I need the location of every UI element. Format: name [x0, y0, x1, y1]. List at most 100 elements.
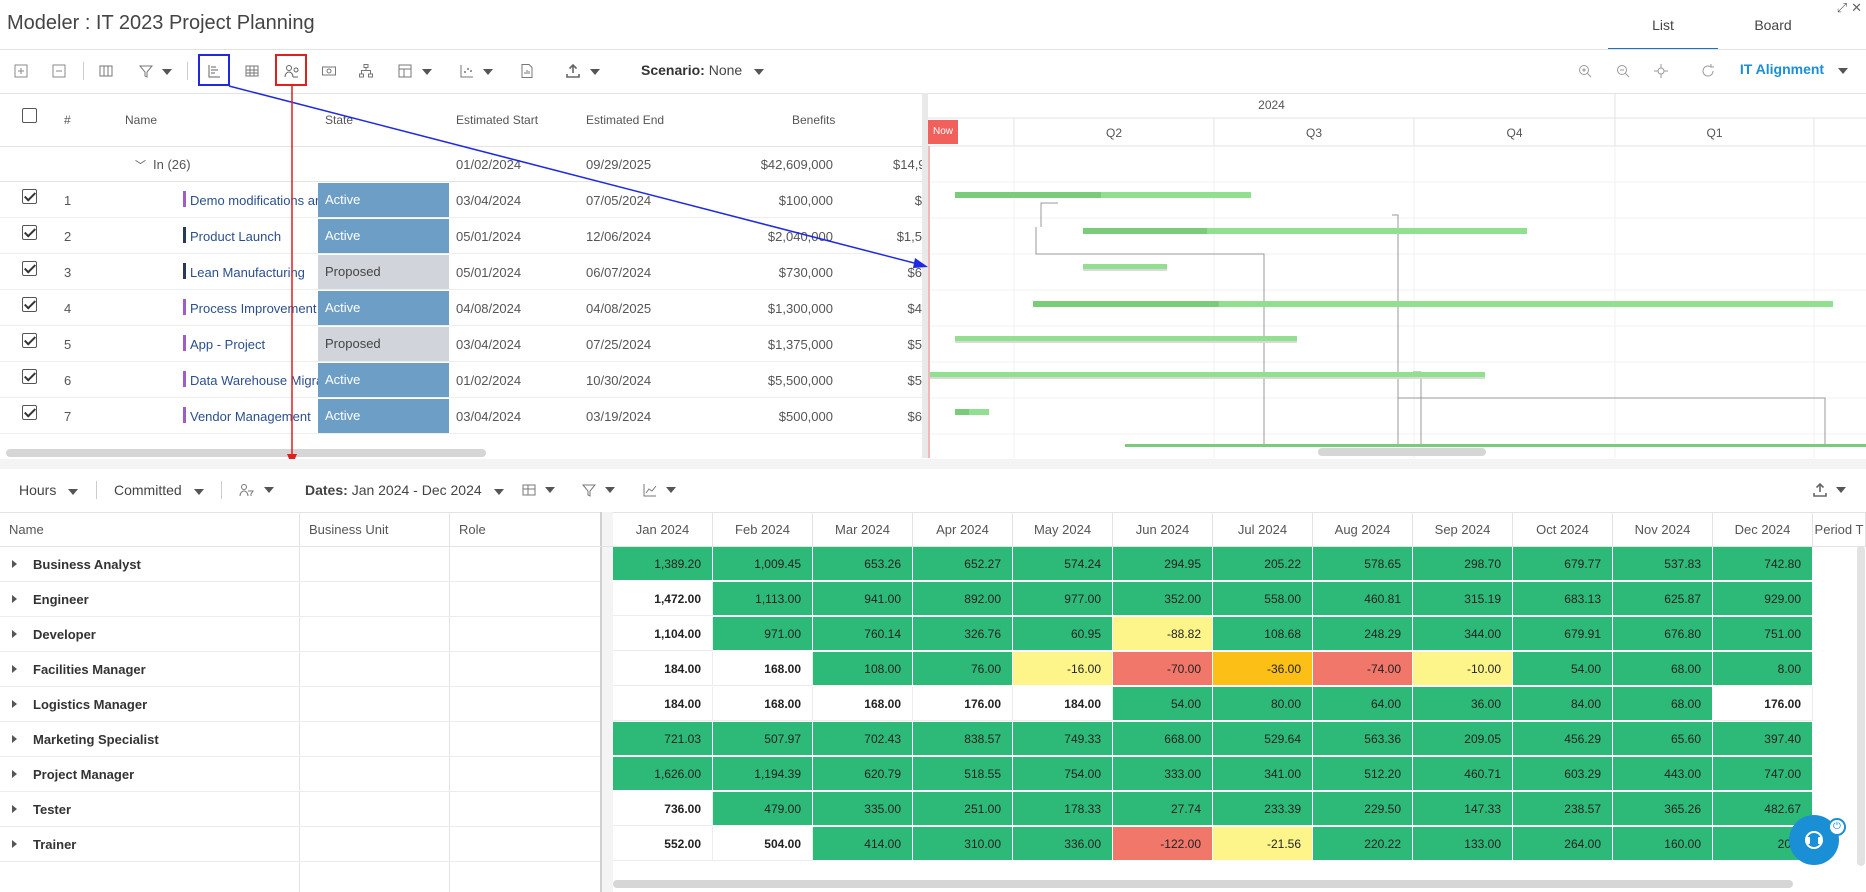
capacity-cell[interactable]: 1,104.00 — [613, 617, 713, 651]
capacity-cell[interactable]: 679.77 — [1513, 547, 1613, 581]
table-row[interactable]: 4 Process Improvement Active 04/08/2024 … — [0, 290, 928, 326]
filter-icon[interactable] — [578, 479, 600, 501]
expand-row-icon[interactable] — [12, 665, 17, 673]
capacity-cell[interactable]: 184.00 — [1013, 687, 1113, 721]
capacity-cell[interactable]: -88.82 — [1113, 617, 1213, 651]
table-row[interactable]: 6 Data Warehouse Migra Active 01/02/2024… — [0, 362, 928, 398]
capacity-cell[interactable]: 941.00 — [813, 582, 913, 616]
row-checkbox[interactable] — [22, 261, 37, 276]
chart-dropdown-icon[interactable] — [483, 69, 493, 75]
capacity-cell[interactable]: -36.00 — [1213, 652, 1313, 686]
project-name-link[interactable]: Process Improvement — [190, 301, 317, 316]
export-icon[interactable] — [562, 60, 584, 82]
capacity-cell[interactable]: 315.19 — [1413, 582, 1513, 616]
capacity-cell[interactable]: 702.43 — [813, 722, 913, 756]
capacity-cell[interactable]: 929.00 — [1713, 582, 1813, 616]
capacity-cell[interactable]: 479.00 — [713, 792, 813, 826]
table-row[interactable]: 1 Demo modifications ar Active 03/04/202… — [0, 182, 928, 218]
scatter-chart-icon[interactable] — [456, 60, 478, 82]
row-checkbox[interactable] — [22, 333, 37, 348]
chevron-down-icon[interactable] — [1836, 487, 1846, 493]
capacity-cell[interactable]: 1,472.00 — [613, 582, 713, 616]
capacity-cell[interactable]: 625.87 — [1613, 582, 1713, 616]
capacity-cell[interactable]: 168.00 — [713, 652, 813, 686]
capacity-cell[interactable]: 971.00 — [713, 617, 813, 651]
capacity-cell[interactable]: 652.27 — [913, 547, 1013, 581]
capacity-cell[interactable]: 683.13 — [1513, 582, 1613, 616]
expand-row-icon[interactable] — [12, 770, 17, 778]
column-header-estimated-end[interactable]: Estimated End — [586, 113, 665, 127]
capacity-cell[interactable]: 294.95 — [1113, 547, 1213, 581]
capacity-cell[interactable]: 251.00 — [913, 792, 1013, 826]
capacity-cell[interactable]: 341.00 — [1213, 757, 1313, 791]
capacity-cell[interactable]: 209.05 — [1413, 722, 1513, 756]
capacity-cell[interactable]: 679.91 — [1513, 617, 1613, 651]
capacity-cell[interactable]: 133.00 — [1413, 827, 1513, 861]
capacity-cell[interactable]: 8.00 — [1713, 652, 1813, 686]
row-checkbox[interactable] — [22, 297, 37, 312]
capacity-cell[interactable]: 504.00 — [713, 827, 813, 861]
gantt-scrollbar[interactable] — [1318, 448, 1486, 456]
capacity-cell[interactable]: 76.00 — [913, 652, 1013, 686]
mode-selector[interactable]: Committed — [114, 482, 204, 498]
capacity-cell[interactable]: 1,389.20 — [613, 547, 713, 581]
capacity-cell[interactable]: 397.40 — [1713, 722, 1813, 756]
chevron-down-icon[interactable] — [545, 487, 555, 493]
horizontal-scrollbar[interactable] — [613, 880, 1793, 888]
capacity-cell[interactable]: 443.00 — [1613, 757, 1713, 791]
month-header[interactable]: Feb 2024 — [713, 513, 813, 546]
capacity-cell[interactable]: 168.00 — [813, 687, 913, 721]
capacity-cell[interactable]: 168.00 — [713, 687, 813, 721]
capacity-cell[interactable]: 54.00 — [1513, 652, 1613, 686]
row-checkbox[interactable] — [22, 225, 37, 240]
capacity-cell[interactable]: -74.00 — [1313, 652, 1413, 686]
capacity-cell[interactable]: 336.00 — [1013, 827, 1113, 861]
month-header[interactable]: May 2024 — [1013, 513, 1113, 546]
capacity-cell[interactable]: 68.00 — [1613, 652, 1713, 686]
capacity-cell[interactable]: 108.68 — [1213, 617, 1313, 651]
resource-icon[interactable] — [280, 60, 302, 82]
close-icon[interactable]: ✕ — [1851, 0, 1862, 15]
state-cell[interactable]: Active — [318, 291, 449, 325]
capacity-cell[interactable]: 1,113.00 — [713, 582, 813, 616]
expand-row-icon[interactable] — [12, 595, 17, 603]
month-header[interactable]: Jul 2024 — [1213, 513, 1313, 546]
capacity-cell[interactable]: 80.00 — [1213, 687, 1313, 721]
capacity-cell[interactable]: 1,009.45 — [713, 547, 813, 581]
capacity-cell[interactable]: 60.95 — [1013, 617, 1113, 651]
capacity-cell[interactable]: 460.71 — [1413, 757, 1513, 791]
month-header[interactable]: Aug 2024 — [1313, 513, 1413, 546]
chart-icon[interactable] — [639, 479, 661, 501]
capacity-cell[interactable]: -122.00 — [1113, 827, 1213, 861]
capacity-cell[interactable]: 264.00 — [1513, 827, 1613, 861]
capacity-cell[interactable]: 749.33 — [1013, 722, 1113, 756]
capacity-cell[interactable]: 54.00 — [1113, 687, 1213, 721]
vertical-scrollbar[interactable] — [1857, 546, 1865, 866]
expand-row-icon[interactable] — [12, 560, 17, 568]
capacity-cell[interactable]: 754.00 — [1013, 757, 1113, 791]
collapse-all-icon[interactable] — [48, 60, 70, 82]
capacity-cell[interactable]: 552.00 — [613, 827, 713, 861]
export-icon[interactable] — [1809, 479, 1831, 501]
capacity-cell[interactable]: 298.70 — [1413, 547, 1513, 581]
capacity-cell[interactable]: 229.50 — [1313, 792, 1413, 826]
project-name-link[interactable]: Vendor Management — [190, 409, 311, 424]
capacity-cell[interactable]: 537.83 — [1613, 547, 1713, 581]
capacity-cell[interactable]: 574.24 — [1013, 547, 1113, 581]
column-header-estimated-start[interactable]: Estimated Start — [456, 113, 539, 127]
gantt-bar[interactable] — [1125, 444, 1866, 447]
capacity-cell[interactable]: 760.14 — [813, 617, 913, 651]
month-header[interactable]: Sep 2024 — [1413, 513, 1513, 546]
capacity-cell[interactable]: 335.00 — [813, 792, 913, 826]
hierarchy-icon[interactable] — [355, 60, 377, 82]
zoom-out-icon[interactable] — [1612, 60, 1634, 82]
capacity-cell[interactable]: 352.00 — [1113, 582, 1213, 616]
gantt-bar[interactable] — [930, 372, 1485, 377]
capacity-cell[interactable]: -16.00 — [1013, 652, 1113, 686]
capacity-cell[interactable]: 736.00 — [613, 792, 713, 826]
capacity-cell[interactable]: -70.00 — [1113, 652, 1213, 686]
column-header-name[interactable]: Name — [125, 113, 158, 127]
chevron-down-icon[interactable] — [666, 487, 676, 493]
month-header[interactable]: Apr 2024 — [913, 513, 1013, 546]
capacity-cell[interactable]: 184.00 — [613, 687, 713, 721]
